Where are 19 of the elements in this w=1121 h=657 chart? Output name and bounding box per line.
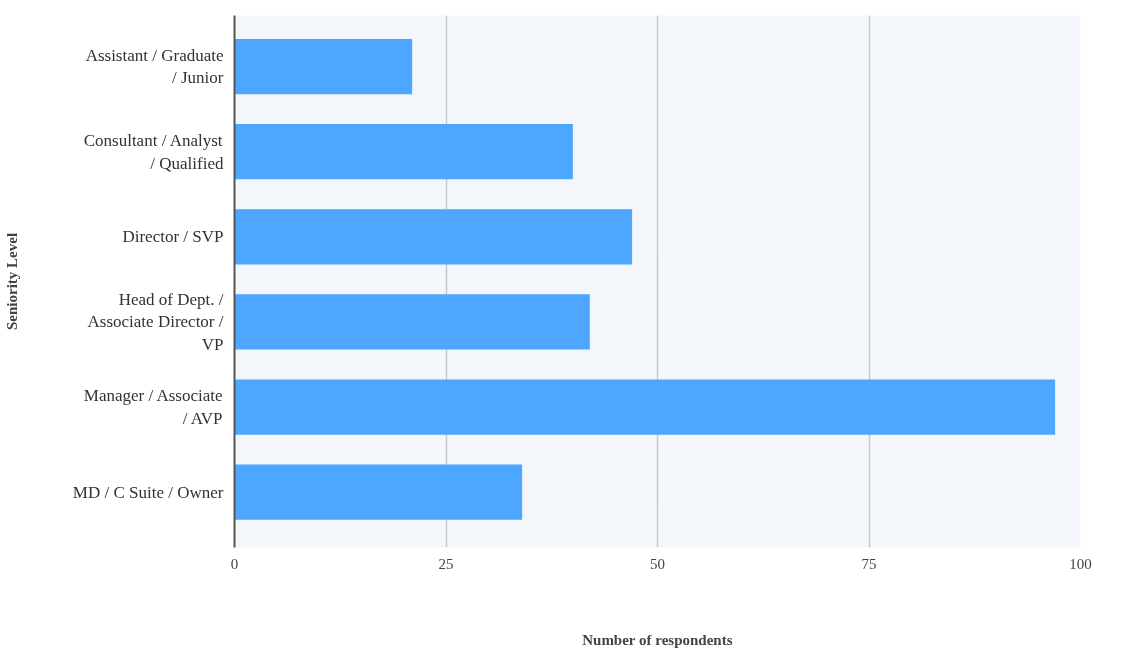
x-tick-label: 0 bbox=[230, 555, 239, 572]
bar bbox=[234, 294, 590, 350]
bar bbox=[234, 379, 1056, 435]
x-tick-label: 100 bbox=[1069, 555, 1092, 572]
x-tick-label: 75 bbox=[861, 555, 877, 572]
y-tick-label: Manager / Associate / AVP bbox=[83, 386, 223, 428]
y-tick-label: MD / C Suite / Owner bbox=[72, 482, 224, 502]
y-tick-label: Director / SVP bbox=[122, 227, 224, 247]
y-tick-label: Consultant / Analyst / Qualified bbox=[83, 130, 224, 173]
bar bbox=[234, 464, 523, 520]
x-tick-label: 25 bbox=[438, 555, 454, 572]
y-axis-title: Seniority Level bbox=[3, 232, 20, 331]
x-tick-label: 50 bbox=[650, 555, 665, 572]
y-tick-label: Assistant / Graduate / Junior bbox=[85, 45, 224, 88]
y-tick-label: Head of Dept. / Associate Director / VP bbox=[87, 289, 224, 355]
bar bbox=[234, 38, 413, 95]
x-axis-title: Number of respondents bbox=[582, 631, 733, 648]
bar bbox=[234, 124, 573, 180]
bar bbox=[234, 209, 633, 265]
